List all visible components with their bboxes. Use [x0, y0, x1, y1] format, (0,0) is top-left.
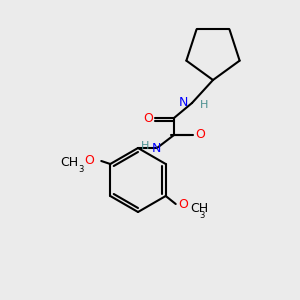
- Text: H: H: [141, 141, 149, 151]
- Text: 3: 3: [200, 211, 205, 220]
- Text: O: O: [178, 199, 188, 212]
- Text: CH: CH: [60, 155, 78, 169]
- Text: O: O: [195, 128, 205, 142]
- Text: O: O: [84, 154, 94, 167]
- Text: 3: 3: [78, 165, 84, 174]
- Text: N: N: [178, 97, 188, 110]
- Text: CH: CH: [191, 202, 209, 214]
- Text: N: N: [152, 142, 161, 154]
- Text: H: H: [200, 100, 208, 110]
- Text: O: O: [143, 112, 153, 124]
